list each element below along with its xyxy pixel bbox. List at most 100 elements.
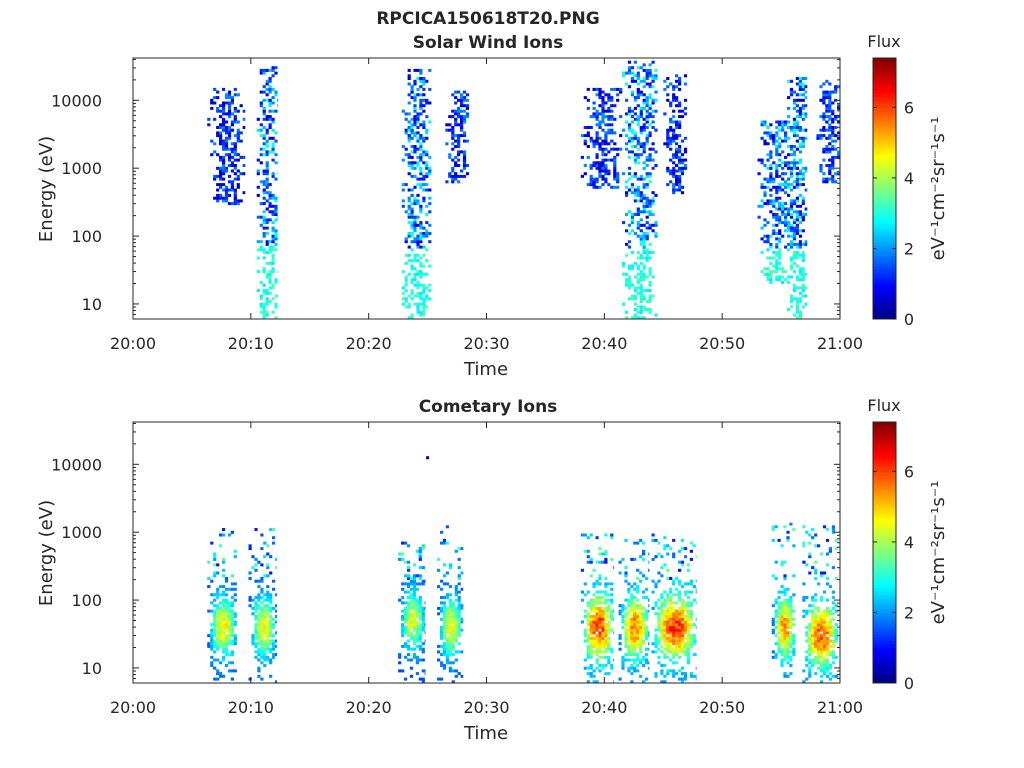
- heatmap-cell: [428, 172, 432, 176]
- heatmap-cell: [675, 628, 679, 632]
- heatmap-cell: [604, 134, 608, 138]
- heatmap-cell: [425, 297, 429, 301]
- heatmap-cell: [457, 574, 461, 578]
- heatmap-cell: [233, 669, 237, 673]
- heatmap-cell: [262, 289, 266, 293]
- heatmap-cell: [210, 631, 214, 635]
- heatmap-cell: [769, 278, 773, 282]
- heatmap-cell: [660, 672, 664, 676]
- heatmap-cell: [831, 101, 835, 105]
- heatmap-cell: [766, 180, 770, 184]
- heatmap-cell: [783, 647, 787, 651]
- heatmap-cell: [457, 150, 461, 154]
- heatmap-cell: [607, 158, 611, 162]
- heatmap-cell: [410, 232, 414, 235]
- heatmap-cell: [419, 79, 423, 83]
- heatmap-cell: [828, 126, 832, 129]
- heatmap-cell: [817, 636, 821, 640]
- heatmap-cell: [213, 658, 217, 662]
- heatmap-cell: [410, 297, 414, 301]
- heatmap-cell: [808, 555, 812, 559]
- heatmap-cell: [622, 71, 626, 75]
- heatmap-cell: [213, 557, 217, 561]
- heatmap-cell: [789, 305, 794, 309]
- heatmap-cell: [607, 593, 611, 597]
- heatmap-cell: [642, 256, 646, 260]
- heatmap-cell: [630, 115, 634, 119]
- heatmap-cell: [798, 126, 802, 129]
- heatmap-cell: [820, 571, 824, 575]
- heatmap-cell: [625, 310, 629, 314]
- heatmap-cell: [207, 585, 211, 589]
- heatmap-cell: [616, 147, 620, 151]
- heatmap-cell: [789, 275, 794, 279]
- heatmap-cell: [454, 174, 458, 178]
- heatmap-cell: [787, 234, 791, 238]
- heatmap-cell: [227, 634, 232, 638]
- heatmap-cell: [604, 612, 608, 616]
- heatmap-cell: [774, 653, 778, 657]
- heatmap-cell: [636, 115, 640, 119]
- heatmap-cell: [660, 650, 664, 654]
- heatmap-cell: [636, 628, 640, 632]
- heatmap-cell: [766, 202, 770, 206]
- heatmap-cell: [595, 666, 599, 670]
- heatmap-cell: [660, 644, 664, 648]
- heatmap-cell: [657, 579, 661, 583]
- heatmap-cell: [834, 172, 838, 176]
- colorbar-band: [873, 139, 896, 144]
- heatmap-cell: [683, 631, 688, 635]
- heatmap-cell: [213, 87, 217, 91]
- heatmap-cell: [669, 644, 673, 648]
- heatmap-cell: [775, 261, 779, 265]
- heatmap-cell: [415, 587, 419, 591]
- heatmap-cell: [595, 620, 599, 624]
- colorbar-band: [873, 471, 896, 476]
- heatmap-cell: [808, 604, 812, 608]
- heatmap-cell: [804, 302, 808, 306]
- heatmap-cell: [801, 85, 805, 89]
- heatmap-cell: [586, 536, 590, 540]
- heatmap-cell: [462, 155, 467, 159]
- heatmap-cell: [424, 568, 426, 572]
- heatmap-cell: [416, 199, 420, 203]
- heatmap-cell: [451, 142, 455, 146]
- heatmap-cell: [675, 85, 679, 89]
- heatmap-cell: [627, 139, 632, 143]
- heatmap-cell: [404, 305, 408, 309]
- heatmap-cell: [645, 77, 649, 80]
- heatmap-cell: [422, 196, 426, 200]
- heatmap-cell: [775, 207, 779, 211]
- heatmap-cell: [598, 112, 602, 116]
- heatmap-cell: [645, 104, 649, 108]
- heatmap-cell: [271, 297, 275, 301]
- heatmap-cell: [259, 302, 263, 306]
- heatmap-cell: [210, 98, 214, 102]
- heatmap-cell: [663, 112, 667, 116]
- heatmap-cell: [695, 639, 697, 643]
- heatmap-cell: [798, 169, 802, 173]
- heatmap-cell: [822, 150, 826, 154]
- heatmap-cell: [259, 101, 263, 105]
- heatmap-cell: [654, 674, 658, 678]
- heatmap-cell: [798, 204, 802, 208]
- heatmap-cell: [633, 631, 637, 635]
- heatmap-cell: [778, 278, 782, 282]
- heatmap-cell: [451, 647, 455, 651]
- heatmap-cell: [777, 620, 781, 624]
- heatmap-cell: [271, 286, 275, 290]
- heatmap-cell: [401, 145, 405, 148]
- heatmap-cell: [595, 87, 599, 91]
- heatmap-cell: [675, 661, 679, 665]
- colorbar-band: [873, 185, 896, 189]
- heatmap-cell: [604, 93, 608, 97]
- heatmap-cell: [625, 272, 629, 276]
- heatmap-cell: [627, 658, 631, 662]
- heatmap-cell: [627, 232, 632, 235]
- heatmap-cell: [401, 625, 405, 629]
- heatmap-cell: [404, 677, 408, 681]
- heatmap-cell: [657, 642, 661, 646]
- colorbar-band: [873, 248, 896, 253]
- heatmap-cell: [811, 623, 815, 627]
- heatmap-cell: [689, 642, 693, 646]
